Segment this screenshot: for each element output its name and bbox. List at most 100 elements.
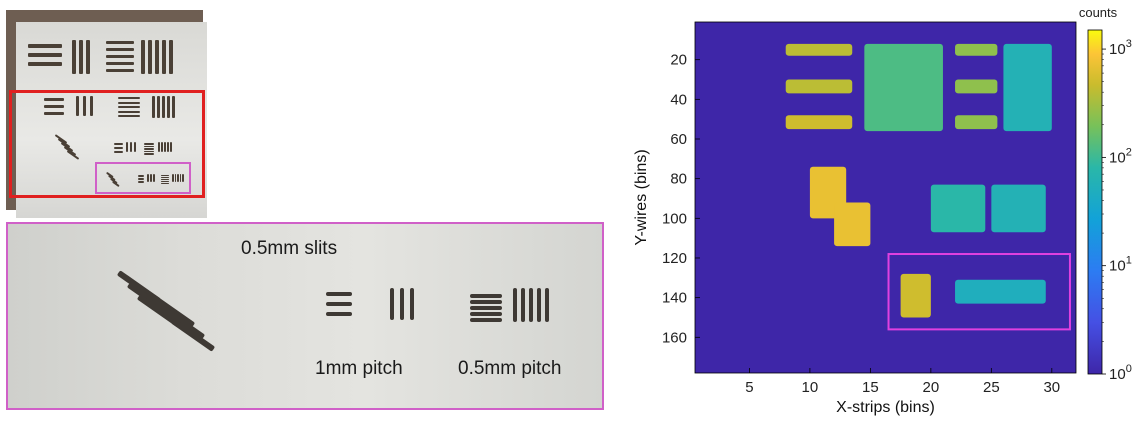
y-tick-label: 160 [662,329,687,346]
slit-mark [28,62,62,66]
slit-mark [44,105,64,108]
slit-mark [148,40,152,74]
slit-mark [138,181,144,183]
slit-mark [83,96,86,116]
slit-mark [164,142,166,152]
slit-mark [182,174,184,182]
heatmap-region [864,43,943,132]
slit-mark [144,148,154,150]
slit-mark [106,62,134,65]
mask-photo [6,10,207,218]
slit-mark [28,53,62,57]
heatmap-region [834,202,871,247]
x-tick-label: 30 [1043,379,1060,396]
slit-mark [153,174,155,182]
colorbar [1087,29,1103,375]
y-tick-label: 60 [670,131,687,148]
heatmap-region [1003,43,1052,132]
slit-mark [167,142,169,152]
slit-mark [106,69,134,72]
slit-mark [44,98,64,101]
slit-mark [114,147,123,149]
slit-mark [28,44,62,48]
slit-mark [118,101,140,104]
colorbar-ticks: 100 101 102 103 [1102,38,1132,383]
x-tick-label: 20 [923,379,940,396]
slit-mark [114,151,123,153]
slit-mark [90,96,93,116]
plot-frame [694,21,1077,374]
slit-mark [118,106,140,108]
slit-mark [537,288,541,322]
colorbar-tick-label: 100 [1109,363,1132,383]
slit-mark [126,142,128,152]
slit-mark [470,312,502,316]
y-axis-label: Y-wires (bins) [633,149,650,245]
slit-mark [169,40,173,74]
y-tick-label: 80 [670,171,687,188]
slit-mark [529,288,533,322]
colorbar-tick-label: 102 [1109,146,1132,166]
slit-mark [161,183,169,185]
slit-mark [172,174,174,182]
slit-mark [155,40,159,74]
slit-mark [326,312,352,316]
slit-mark [144,153,154,155]
x-tick-label: 15 [862,379,879,396]
slit-mark [179,174,181,182]
slit-mark [138,175,144,177]
slit-mark [410,288,414,320]
colorbar-tick-label: 103 [1109,38,1132,58]
slit-mark [470,318,502,322]
slit-mark [152,96,155,118]
heatmap-region [955,279,1046,304]
slit-mark [172,96,175,118]
y-tick-label: 20 [670,52,687,69]
slit-mark [161,179,169,181]
slit-mark [147,174,149,182]
slit-mark [118,110,140,113]
slit-mark [326,302,352,306]
y-tick-label: 140 [662,290,687,307]
red-region-box [9,90,205,198]
slit-mark [167,96,170,118]
slit-mark [141,40,145,74]
slit-mark [174,174,176,182]
slit-mark [114,143,123,145]
slit-mark [470,300,502,304]
slit-mark [521,288,525,322]
slit-mark [470,294,502,298]
slit-mark [138,178,144,180]
slit-mark [390,288,394,320]
slit-mark [161,181,169,183]
slit-mark [162,40,166,74]
heatmap-region [991,184,1046,233]
heatmap-region [785,79,853,94]
slit-mark [170,142,172,152]
slit-mark [326,292,352,296]
slit-mark [134,142,136,152]
heatmap-region [785,43,853,56]
x-tick-label: 10 [802,379,819,396]
slit-mark [161,175,169,177]
slit-mark [144,150,154,152]
colorbar-label: counts [1079,5,1118,20]
pitch-05mm-label: 0.5mm pitch [458,358,562,379]
slit-mark [470,306,502,310]
heatmap-region [785,115,853,130]
x-tick-label: 5 [745,379,753,396]
slit-mark [118,97,140,99]
heatmap-region [955,43,998,56]
colorbar-tick-label: 101 [1109,255,1132,275]
x-tick-label: 25 [983,379,1000,396]
slit-mark [144,143,154,145]
detector-heatmap: 5 10 15 20 25 30 20 40 60 80 100 120 140 160 X-strips… [633,5,1132,416]
slit-mark [177,174,179,182]
pink-region-box [95,162,191,194]
heatmap-region [930,184,986,233]
slit-mark [44,112,64,115]
y-tick-label: 100 [662,210,687,227]
slit-mark [545,288,549,322]
slit-mark [144,145,154,147]
slit-mark [150,174,152,182]
